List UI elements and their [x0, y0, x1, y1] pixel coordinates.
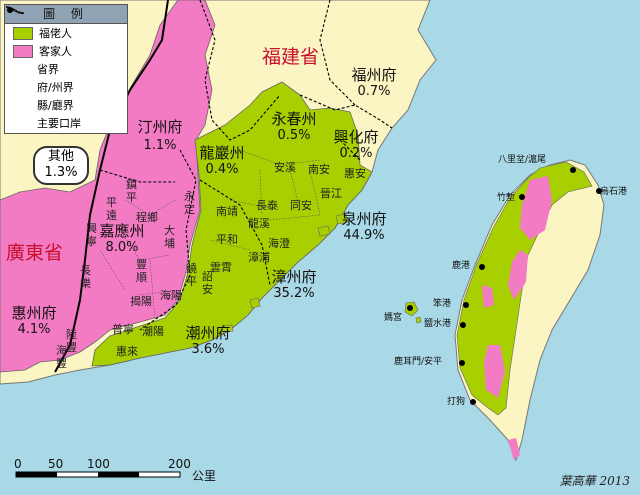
prefecture-quanzhou: 泉州府 44.9% [341, 210, 387, 243]
scale-bar [15, 471, 181, 478]
county-label: 同安 [290, 199, 312, 212]
county-border [99, 149, 321, 321]
port-label: 烏石港 [600, 187, 628, 197]
county-label: 程鄉 [136, 211, 158, 224]
prefecture-jiaying: 嘉應州 8.0% [99, 222, 145, 255]
county-label: 海豐 [56, 344, 67, 370]
port-label: 竹塹 [497, 193, 516, 203]
prefecture-zhangzhou: 漳州府 35.2% [271, 268, 317, 301]
prefecture-yongchun: 永春州 0.5% [271, 110, 317, 143]
taiwan-hakka-central [508, 250, 528, 300]
county-label: 陸豐 [66, 328, 77, 354]
legend-item-hakka: 客家人 [5, 42, 127, 60]
port-zhuqian [519, 194, 525, 200]
others-box: 其他 1.3% [33, 146, 89, 185]
prefecture-longyan: 龍巖州 0.4% [199, 144, 245, 177]
ports [407, 167, 602, 405]
county-label: 鎮平 [126, 178, 137, 204]
hoklo-region [91, 81, 373, 367]
province-label-fujian: 福建省 [262, 46, 320, 68]
port-label: 媽宮 [384, 313, 403, 323]
county-label: 海澄 [268, 237, 290, 250]
county-label: 長泰 [256, 199, 278, 212]
port-yanshui [460, 322, 466, 328]
county-label: 漳浦 [248, 251, 270, 264]
map-credit: 葉高華 2013 [559, 474, 630, 488]
prefecture-xinghua: 興化府 0.2% [333, 128, 379, 161]
port-luermen [459, 360, 465, 366]
xiamen-island [317, 225, 331, 237]
county-label: 雲霄 [210, 261, 232, 274]
taiwan-hakka-tip [508, 438, 520, 460]
county-label: 長樂 [80, 264, 91, 290]
port-label: 鹽水港 [424, 319, 452, 329]
port-bengang [463, 302, 469, 308]
prefecture-tingzhou: 汀州府 1.1% [137, 118, 183, 153]
county-label: 詔安 [202, 270, 213, 296]
county-label: 海陽 [160, 289, 182, 302]
scale-tick: 50 [48, 457, 64, 471]
legend-item-hoklo: 福佬人 [5, 24, 127, 42]
county-label: 普寧 [112, 323, 134, 336]
taiwan-hakka-pingtung [482, 285, 494, 308]
county-label: 惠安 [344, 167, 366, 180]
port-label: 笨港 [433, 299, 452, 309]
county-label: 饒平 [186, 262, 197, 288]
port-bali-hubei [570, 167, 576, 173]
county-label: 興寧 [86, 222, 97, 248]
county-label: 豐順 [136, 258, 147, 284]
jinmen-island [335, 213, 349, 225]
legend-item-port: 主要口岸 [5, 7, 127, 132]
hoklo-swatch [13, 26, 33, 40]
dongshan-island [249, 297, 261, 309]
hakka-region [0, 0, 216, 373]
county-label: 晉江 [320, 187, 342, 200]
nanao-island [221, 324, 234, 333]
prefecture-border [99, 0, 393, 331]
scale-tick: 200 [168, 457, 191, 471]
port-label: 鹿耳門/安平 [394, 357, 443, 367]
taiwan-hakka-north [520, 176, 552, 240]
prefecture-huizhou: 惠州府 4.1% [11, 304, 57, 337]
legend: 圖 例 福佬人 客家人 省界 府/州界 縣/廳界 主要口岸 [4, 4, 128, 134]
county-label: 永定 [184, 190, 195, 216]
county-label: 平和 [216, 233, 238, 246]
hakka-swatch [13, 44, 33, 58]
scale-unit: 公里 [192, 469, 217, 483]
county-label: 安溪 [274, 161, 296, 174]
county-label: 平遠 [106, 196, 117, 222]
county-label: 惠來 [116, 345, 138, 358]
prefecture-fuzhou: 福州府 0.7% [351, 66, 397, 99]
penghu-small [415, 316, 422, 324]
scale-tick: 100 [87, 457, 110, 471]
county-label: 龍溪 [248, 217, 270, 230]
legend-item-prefecture: 府/州界 [5, 6, 127, 96]
taiwan-hakka-south [484, 345, 505, 398]
county-label: 潮陽 [142, 325, 164, 338]
prefecture-chaozhou: 潮州府 3.6% [185, 324, 231, 357]
county-label: 南靖 [216, 205, 238, 218]
port-label: 打狗 [447, 397, 466, 407]
county-label: 揭陽 [130, 295, 152, 308]
scale-tick: 0 [14, 457, 22, 471]
port-label: 八里坌/滬尾 [498, 155, 547, 165]
county-label: 大埔 [164, 224, 175, 250]
port-lugang [479, 264, 485, 270]
port-dagou [470, 399, 476, 405]
county-label: 南安 [308, 163, 330, 176]
port-wushi [596, 188, 602, 194]
province-label-guangdong: 廣東省 [6, 242, 64, 264]
port-magong [407, 305, 413, 311]
legend-item-province: 省界 [5, 6, 127, 78]
port-label: 鹿港 [452, 261, 471, 271]
legend-item-county: 縣/廳界 [5, 6, 127, 114]
legend-title: 圖 例 [5, 5, 127, 24]
